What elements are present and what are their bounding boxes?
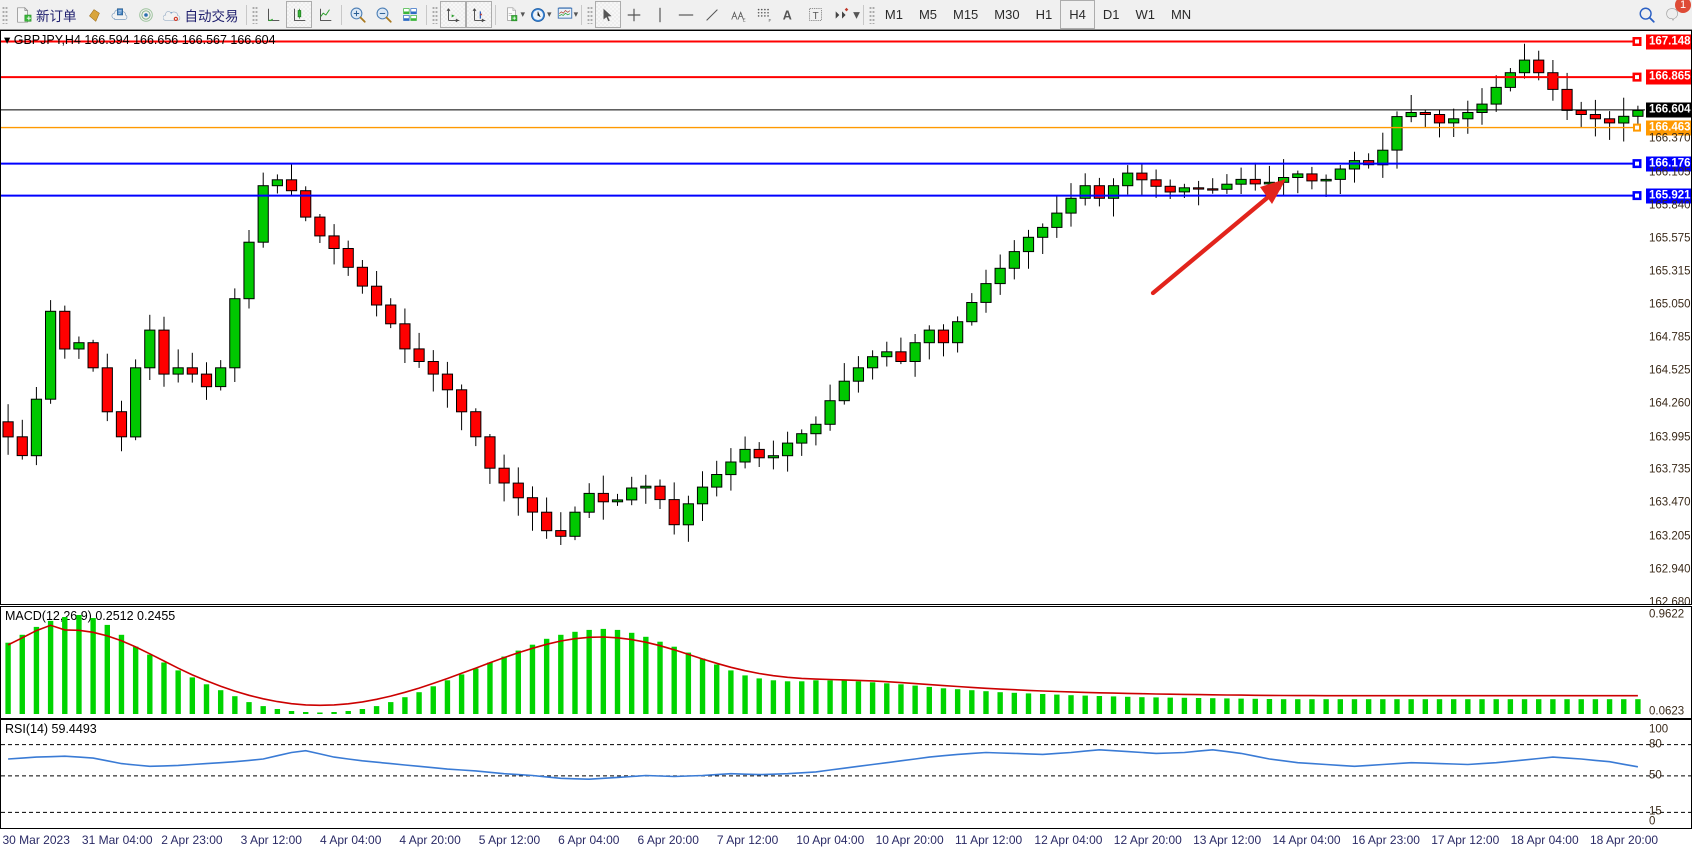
svg-text:F: F — [769, 17, 772, 22]
svg-text:E: E — [743, 17, 746, 22]
svg-text:T: T — [813, 11, 819, 22]
svg-text:A: A — [783, 8, 792, 22]
